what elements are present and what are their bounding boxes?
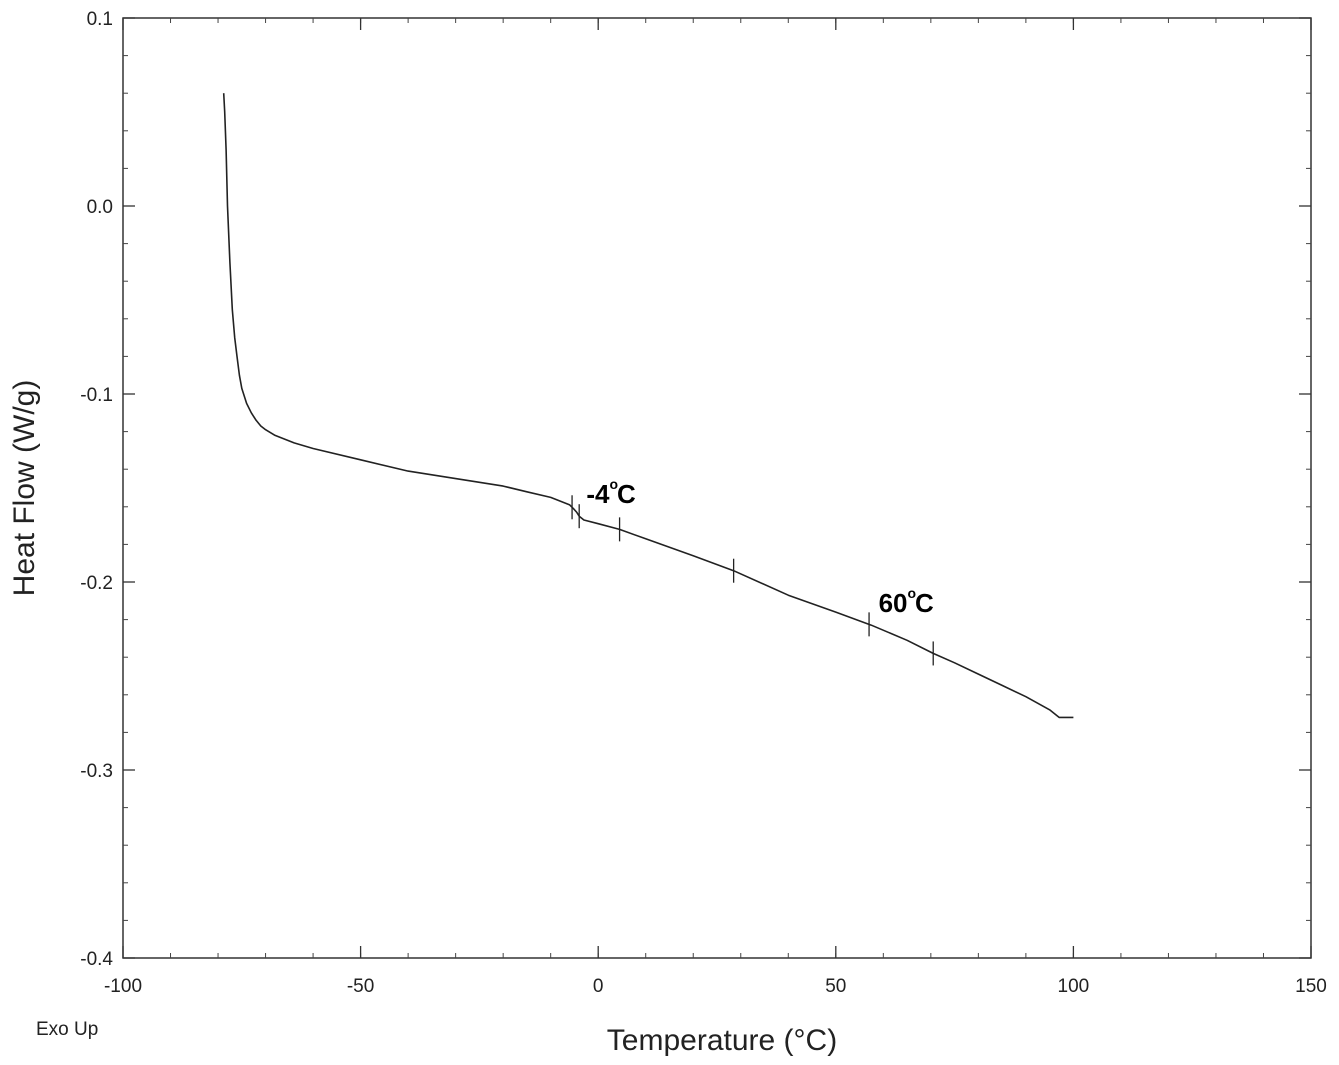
annotation-unit: C [617,479,636,509]
x-tick-label: 50 [825,976,846,997]
x-tick-label: 0 [593,976,604,997]
temperature-annotation: 60oC [879,585,934,618]
analysis-markers [571,495,934,666]
x-tick-label: 150 [1295,976,1327,997]
x-tick-label: -100 [104,976,142,997]
y-tick-label: -0.3 [80,761,113,782]
y-tick-label: -0.4 [80,949,113,970]
degree-symbol: o [907,585,916,601]
annotation-value: -4 [586,479,610,509]
plot-area-frame [122,17,1312,959]
annotation-unit: C [915,588,934,618]
y-tick-label: 0.1 [87,9,113,30]
series-layer [222,93,1074,719]
y-tick-label: -0.2 [80,573,113,594]
x-tick-labels: -100 -50 0 50 100 150 [104,976,1327,997]
x-tick-label: 100 [1058,976,1090,997]
y-tick-labels: 0.1 0.0 -0.1 -0.2 -0.3 -0.4 [80,9,113,970]
heat-flow-curve [222,93,1074,719]
annotation-value: 60 [879,588,908,618]
y-axis-title: Heat Flow (W/g) [8,380,41,597]
degree-symbol: o [609,476,618,492]
x-axis-title: Temperature (°C) [607,1024,837,1057]
x-tick-label: -50 [347,976,374,997]
plot-border [122,17,1312,959]
temperature-annotation: -4oC [586,476,636,509]
major-ticks [122,17,1312,959]
exo-up-note: Exo Up [36,1019,98,1040]
minor-ticks [122,17,1312,959]
y-tick-label: 0.0 [87,197,113,218]
y-tick-label: -0.1 [80,385,113,406]
